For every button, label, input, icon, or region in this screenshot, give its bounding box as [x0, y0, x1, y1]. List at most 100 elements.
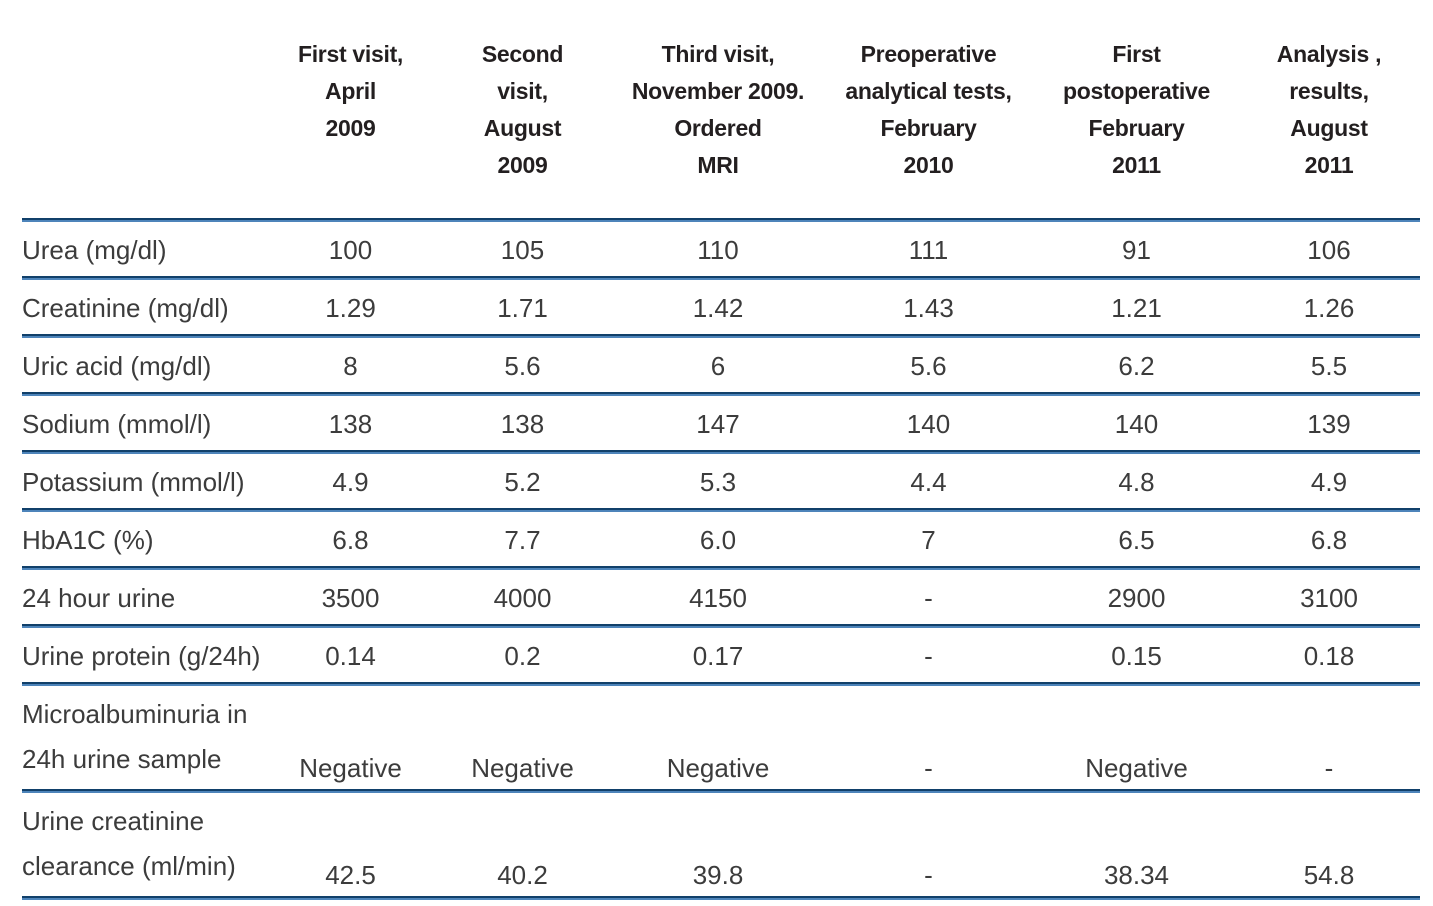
cell-value: Negative	[471, 753, 574, 783]
cell-value: 7.7	[504, 525, 541, 555]
table-row: Creatinine (mg/dl) 1.29 1.71 1.42 1.43 1.21 1.…	[22, 280, 1420, 334]
table-row: Microalbuminuria in 24h urine sample Nega…	[22, 686, 1420, 789]
cell-value: 2900	[1107, 583, 1166, 613]
table-row: 24 hour urine 3500 4000 4150 - 2900 3100	[22, 570, 1420, 624]
cell-value: 4.4	[910, 467, 947, 497]
row-label: HbA1C (%)	[22, 525, 154, 555]
row-label: Urine creatinine clearance (ml/min)	[22, 806, 236, 881]
lab-results-table: First visit, April 2009 Second visit, Aug…	[22, 0, 1420, 900]
cell-value: 1.71	[497, 293, 548, 323]
row-divider	[22, 896, 1420, 900]
row-divider	[22, 789, 1420, 793]
cell-value: 4.9	[332, 467, 369, 497]
row-label: Urea (mg/dl)	[22, 235, 167, 265]
cell-value: 38.34	[1103, 860, 1170, 890]
cell-value: 139	[1307, 409, 1351, 439]
cell-value: 3100	[1300, 583, 1358, 613]
cell-value: 106	[1307, 235, 1351, 265]
cell-value: 6.8	[1310, 525, 1348, 555]
column-header: Preoperative analytical tests, February …	[845, 41, 1012, 178]
row-divider	[22, 334, 1420, 338]
cell-value: 138	[500, 409, 545, 439]
cell-value: 138	[328, 409, 373, 439]
cell-value: 0.18	[1303, 641, 1355, 671]
cell-value: 5.6	[910, 351, 947, 381]
cell-value: 111	[908, 235, 949, 265]
cell-value: 4.8	[1118, 467, 1155, 497]
row-divider	[22, 218, 1420, 222]
cell-value: 1.42	[692, 293, 744, 323]
cell-value: 54.8	[1303, 860, 1355, 890]
cell-value: -	[1324, 753, 1334, 783]
cell-value: 6.8	[332, 525, 369, 555]
cell-value: 40.2	[497, 860, 548, 890]
cell-value: 6.2	[1118, 351, 1155, 381]
row-divider	[22, 682, 1420, 686]
table-row: Sodium (mmol/l) 138 138 147 140 140 139	[22, 396, 1420, 450]
table-header-row: First visit, April 2009 Second visit, Aug…	[22, 36, 1420, 184]
cell-value: Negative	[1085, 753, 1188, 783]
row-label: Potassium (mmol/l)	[22, 467, 245, 497]
cell-value: 4150	[689, 583, 747, 613]
table-row: HbA1C (%) 6.8 7.7 6.0 7 6.5 6.8	[22, 512, 1420, 566]
cell-value: 7	[921, 525, 936, 555]
cell-value: 105	[500, 235, 545, 265]
cell-value: 4.9	[1310, 467, 1348, 497]
row-divider	[22, 508, 1420, 512]
column-header: First visit, April 2009	[297, 41, 404, 141]
cell-value: -	[924, 753, 933, 783]
table-row: Urine protein (g/24h) 0.14 0.2 0.17 - 0.15 0.1…	[22, 628, 1420, 682]
cell-value: 110	[697, 235, 739, 265]
row-divider	[22, 392, 1420, 396]
table-row: Urine creatinine clearance (ml/min) 42.5 4…	[22, 793, 1420, 896]
cell-value: 140	[906, 409, 951, 439]
row-divider	[22, 566, 1420, 570]
cell-value: 5.5	[1310, 351, 1348, 381]
cell-value: 1.26	[1303, 293, 1355, 323]
cell-value: 147	[696, 409, 740, 439]
cell-value: 0.15	[1111, 641, 1162, 671]
cell-value: 4000	[493, 583, 552, 613]
cell-value: 5.3	[699, 467, 737, 497]
table-row: Uric acid (mg/dl) 8 5.6 6 5.6 6.2 5.5	[22, 338, 1420, 392]
row-label: Sodium (mmol/l)	[22, 409, 212, 439]
row-label: Microalbuminuria in 24h urine sample	[22, 699, 248, 774]
column-header: Analysis , results, August 2011	[1276, 41, 1382, 178]
cell-value: 1.21	[1111, 293, 1162, 323]
cell-value: 6.5	[1118, 525, 1155, 555]
cell-value: 1.43	[903, 293, 954, 323]
cell-value: 5.2	[504, 467, 541, 497]
row-label: Creatinine (mg/dl)	[22, 293, 229, 323]
cell-value: 91	[1122, 235, 1151, 265]
cell-value: 140	[1114, 409, 1159, 439]
column-header: Third visit, November 2009. Ordered MRI	[631, 41, 805, 178]
cell-value: 8	[343, 351, 358, 381]
cell-value: Negative	[666, 753, 770, 783]
cell-value: 0.17	[692, 641, 744, 671]
cell-value: Negative	[299, 753, 402, 783]
row-divider	[22, 450, 1420, 454]
cell-value: 0.14	[325, 641, 376, 671]
cell-value: 100	[328, 235, 373, 265]
table-row: Potassium (mmol/l) 4.9 5.2 5.3 4.4 4.8 4.9	[22, 454, 1420, 508]
column-header: Second visit, August 2009	[481, 41, 564, 178]
cell-value: -	[924, 860, 933, 890]
column-header: First postoperative February 2011	[1063, 41, 1210, 178]
cell-value: -	[924, 641, 933, 671]
row-label: Uric acid (mg/dl)	[22, 351, 212, 381]
row-label: 24 hour urine	[22, 583, 176, 613]
table-row: Urea (mg/dl) 100 105 110 111 91 106	[22, 222, 1420, 276]
cell-value: 1.29	[325, 293, 376, 323]
cell-value: 42.5	[325, 860, 376, 890]
cell-value: 6	[710, 351, 726, 381]
cell-value: -	[924, 583, 933, 613]
row-label: Urine protein (g/24h)	[22, 641, 261, 671]
cell-value: 5.6	[504, 351, 541, 381]
row-divider	[22, 624, 1420, 628]
cell-value: 0.2	[504, 641, 541, 671]
row-divider	[22, 276, 1420, 280]
cell-value: 39.8	[692, 860, 744, 890]
table-body: Urea (mg/dl) 100 105 110 111 91 106 Creatinine …	[22, 218, 1420, 900]
cell-value: 3500	[321, 583, 380, 613]
cell-value: 6.0	[699, 525, 737, 555]
